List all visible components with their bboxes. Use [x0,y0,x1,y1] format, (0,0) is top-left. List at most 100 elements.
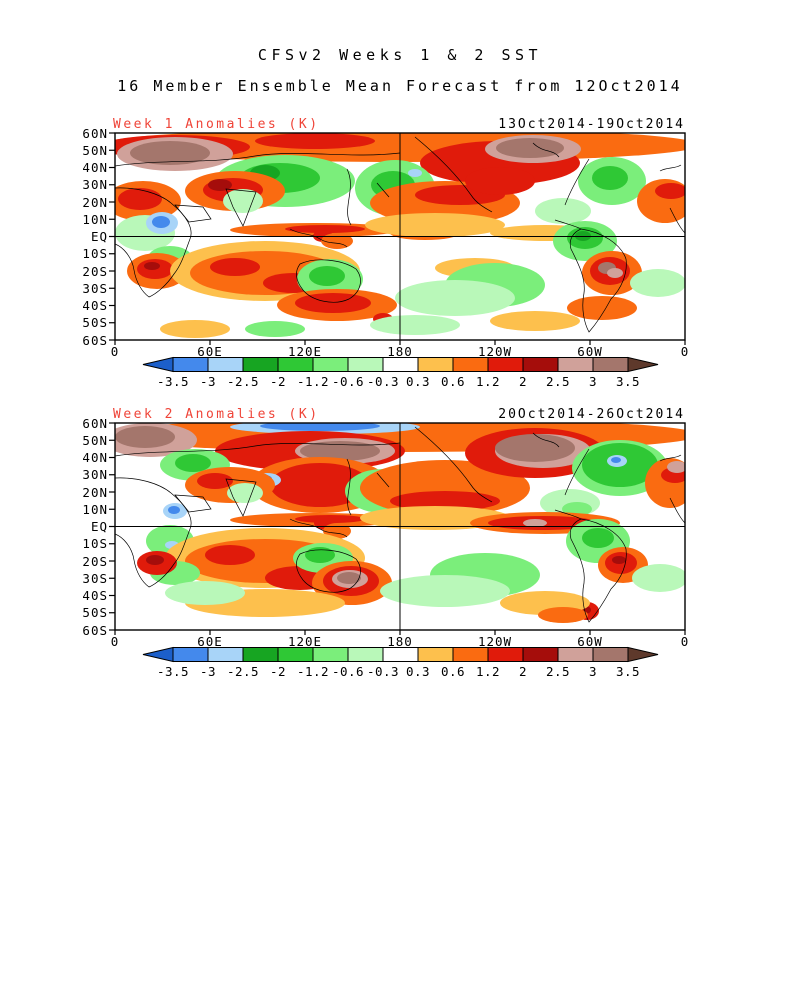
coastline [659,454,682,462]
colorbar-box [417,647,454,662]
anomaly-blob-brown [300,441,380,461]
y-tick-label: 50N [82,142,108,158]
colorbar-box [592,357,629,372]
y-tick-label: 60N [82,125,108,141]
colorbar-right-arrow [627,356,659,373]
anomaly-blob-pgreen [223,189,263,213]
coastline [289,228,348,248]
y-tick-label: EQ [90,229,108,244]
anomaly-blob-red [390,491,500,511]
y-tick-label: 30S [82,280,108,296]
x-tick-label: 60W [577,634,603,649]
coastline [376,472,390,488]
coastline [115,152,401,167]
x-tick-label: 120W [477,344,513,359]
week2-map [109,422,686,635]
week1-date-range: 13Oct2014-19Oct2014 [498,117,685,132]
colorbar-box [557,647,594,662]
anomaly-blob-rosy [607,268,623,278]
colorbar-left-arrow [142,356,174,373]
colorbar-level-label: 3.5 [615,664,641,679]
y-tick-label: EQ [90,519,108,534]
x-tick-label: 0 [680,344,690,359]
colorbar-box [522,357,559,372]
colorbar-box [207,357,244,372]
colorbar-level-label: -0.3 [366,374,400,389]
anomaly-map-svg [109,132,686,345]
y-tick-label: 20S [82,263,108,279]
coastline [554,509,582,520]
week2-panel-title: Week 2 Anomalies (K) [113,407,320,422]
y-tick-label: 60N [82,415,108,431]
anomaly-blob-orange [567,296,637,320]
anomaly-blob-pgreen [395,280,515,316]
y-tick-label: 60S [82,622,108,638]
colorbar-level-label: 0.6 [440,664,466,679]
anomaly-blob-green [582,528,614,548]
colorbar-box [417,357,454,372]
colorbar-level-label: -3.5 [156,374,190,389]
colorbar-box [452,357,489,372]
x-tick-label: 0 [110,634,120,649]
coastline [669,497,685,524]
coastline [669,207,685,234]
anomaly-blob-red [210,258,260,276]
coastline [659,164,682,172]
anomaly-blob-blue [168,506,180,514]
anomaly-blob-gold [490,311,580,331]
colorbar-box [277,357,314,372]
coastline [225,188,257,227]
anomaly-blob-green [305,547,335,563]
colorbar-svg [142,646,659,663]
anomaly-blob-blue [260,423,380,431]
colorbar-level-label: -2 [269,374,287,389]
x-tick-label: 180 [387,344,413,359]
colorbar-level-label: -1.2 [296,664,330,679]
colorbar-box [312,357,349,372]
y-tick-label: 10N [82,211,108,227]
colorbar-box [592,647,629,662]
colorbar-level-label: 1.2 [475,664,501,679]
figure-subtitle: 16 Member Ensemble Mean Forecast from 12… [117,77,683,95]
colorbar-box [452,647,489,662]
y-tick-label: 50S [82,605,108,621]
anomaly-blob-red [270,463,370,507]
colorbar-level-label: 1.2 [475,374,501,389]
anomaly-map-svg [109,422,686,635]
x-tick-label: 180 [387,634,413,649]
coastline [296,549,361,593]
x-tick-label: 0 [110,344,120,359]
colorbar-svg [142,356,659,373]
coastline [532,142,560,158]
anomaly-blob-gold [365,213,505,237]
anomaly-blob-pgreen [535,198,591,224]
x-tick-label: 60E [197,634,223,649]
anomaly-blob-blue [152,216,170,228]
anomaly-blob-red [285,225,365,233]
colorbar-box [487,647,524,662]
week1-colorbar [142,356,659,373]
anomaly-blob-green [175,454,211,472]
coastline [569,518,627,623]
colorbar-box [172,647,209,662]
colorbar-level-label: -2.5 [226,374,260,389]
anomaly-blob-pgreen [380,575,510,607]
colorbar-level-label: 3.5 [615,374,641,389]
y-tick-label: 30N [82,467,108,483]
colorbar-level-label: -3 [199,664,217,679]
anomaly-blob-pgreen [630,269,685,297]
coastline [414,426,493,503]
y-tick-label: 40N [82,450,108,465]
colorbar-level-label: 3 [588,374,598,389]
colorbar-box [207,647,244,662]
x-tick-label: 120W [477,634,513,649]
coastline [296,259,361,303]
anomaly-blob-lgreen [562,502,592,516]
coastline [115,187,192,298]
anomaly-blob-lgreen [245,321,305,337]
colorbar-box [557,357,594,372]
y-tick-label: 10S [82,536,108,552]
coastline [115,477,192,588]
coastline [115,442,401,457]
coastline [346,168,352,226]
